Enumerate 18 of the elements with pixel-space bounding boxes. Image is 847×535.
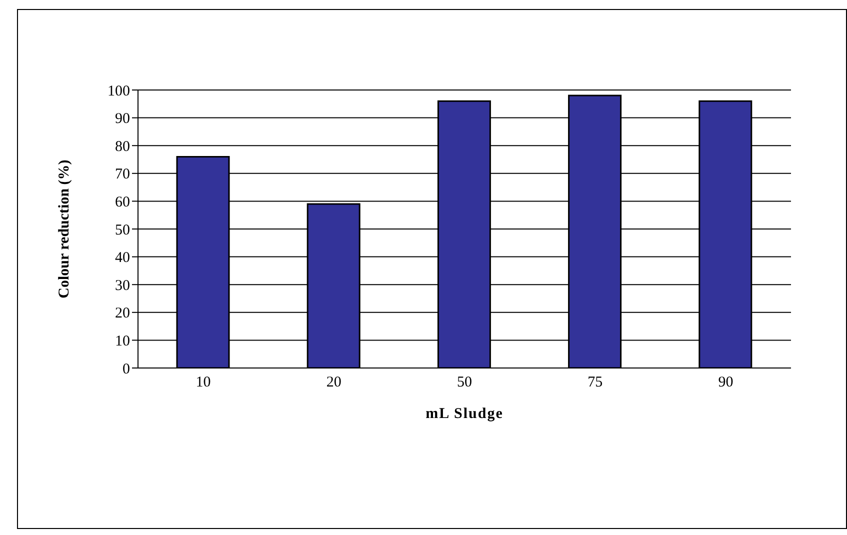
y-tick-label: 90 <box>115 111 130 128</box>
y-tick-label: 80 <box>115 138 130 155</box>
x-tick-label: 90 <box>718 374 734 391</box>
y-tick-label: 50 <box>115 222 130 238</box>
y-tick-label: 70 <box>115 166 130 183</box>
x-tick-label: 50 <box>457 374 472 391</box>
x-tick-label: 20 <box>326 374 342 391</box>
y-tick-label: 0 <box>122 361 130 378</box>
x-tick-label: 75 <box>588 374 603 391</box>
y-tick-label: 10 <box>115 334 130 350</box>
x-tick-label: 10 <box>196 374 211 391</box>
y-axis-title: Colour reduction (%) <box>56 160 72 298</box>
y-tick-label: 40 <box>115 250 130 266</box>
y-tick-label: 30 <box>115 278 130 294</box>
y-tick-label: 100 <box>108 83 130 100</box>
y-tick-label: 20 <box>115 306 130 322</box>
x-axis-title: mL Sludge <box>426 406 504 422</box>
y-tick-label: 60 <box>115 194 130 211</box>
